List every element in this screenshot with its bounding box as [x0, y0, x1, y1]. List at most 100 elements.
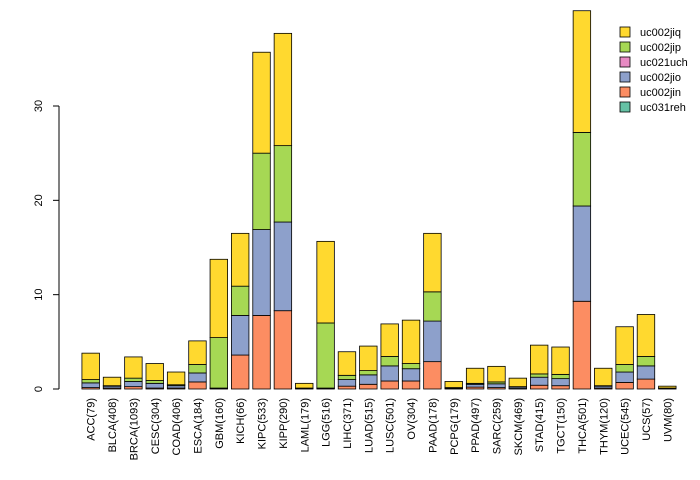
x-tick-label: GBM(160) — [214, 398, 226, 449]
bar-segment-uc002jip — [423, 291, 442, 322]
x-tick-label: BLCA(408) — [107, 398, 119, 452]
x-tick-label: ESCA(184) — [192, 398, 204, 454]
legend-swatch — [619, 71, 631, 83]
bar-segment-uc002jip — [145, 380, 164, 384]
bar-segment-uc002jiq — [594, 367, 613, 387]
bar-segment-uc002jiq — [273, 32, 293, 147]
bar-segment-uc002jiq — [444, 381, 463, 388]
bar-segment-uc002jin — [530, 384, 549, 390]
bar-segment-uc002jip — [188, 364, 207, 374]
bar-segment-uc002jio — [252, 229, 271, 316]
legend-label: uc002jio — [640, 72, 681, 84]
bar-segment-uc002jiq — [359, 345, 378, 372]
bars-layer — [81, 10, 677, 390]
bar-segment-uc002jiq — [487, 365, 506, 383]
legend-label: uc031reh — [640, 102, 686, 114]
x-tick-label: LGG(516) — [321, 398, 333, 447]
bar-segment-uc002jiq — [530, 344, 549, 375]
bar-segment-uc002jip — [551, 373, 570, 380]
bar-segment-uc002jiq — [401, 319, 421, 364]
bar-segment-uc002jip — [316, 322, 335, 389]
x-tick-label: LUSC(501) — [385, 398, 397, 453]
y-axis: 0 10 20 30 — [33, 100, 60, 392]
bar-segment-uc002jio — [423, 320, 442, 363]
legend-label: uc021uch — [640, 57, 688, 69]
bar-segment-uc002jiq — [615, 326, 634, 365]
bar-segment-uc002jip — [359, 370, 378, 376]
bar-segment-uc002jio — [273, 221, 293, 312]
bar-segment-uc002jin — [572, 300, 592, 390]
x-tick-label: KICH(66) — [235, 398, 247, 444]
bar-segment-uc002jio — [81, 382, 100, 388]
bar-segment-uc002jiq — [188, 340, 207, 365]
legend-swatch — [619, 56, 631, 68]
bar-segment-uc002jin — [423, 361, 442, 390]
bar-segment-uc002jip — [401, 363, 421, 370]
bar-segment-uc002jiq — [316, 240, 335, 324]
bar-segment-uc002jip — [337, 374, 357, 380]
legend: uc002jiq uc002jip uc021uch uc002jio uc002jin… — [619, 26, 688, 114]
bar-segment-uc002jio — [487, 383, 506, 388]
bar-segment-uc002jio — [124, 381, 143, 388]
bar-segment-uc002jiq — [252, 51, 271, 154]
bar-segment-uc002jip — [380, 356, 399, 367]
bar-segment-uc002jio — [380, 365, 399, 382]
bar-segment-uc002jiq — [551, 346, 570, 375]
legend-label: uc002jiq — [640, 27, 681, 39]
legend-label: uc002jip — [640, 42, 681, 54]
bar-segment-uc002jip — [81, 379, 100, 384]
bar-segment-uc002jio — [572, 205, 592, 302]
legend-swatch — [619, 41, 631, 53]
bar-segment-uc002jin — [380, 380, 399, 390]
y-tick-label: 0 — [33, 386, 45, 392]
bar-segment-uc002jiq — [658, 385, 677, 389]
bar-segment-uc002jiq — [166, 371, 186, 386]
x-tick-label: CESC(304) — [150, 398, 162, 454]
bar-segment-uc002jiq — [209, 258, 228, 338]
x-tick-label: LUAD(515) — [363, 398, 375, 453]
x-tick-label: TGCT(150) — [556, 398, 568, 454]
x-tick-label: COAD(406) — [171, 398, 183, 455]
bar-segment-uc002jiq — [508, 377, 527, 388]
legend-swatch — [619, 101, 631, 113]
bar-segment-uc002jip — [572, 132, 592, 207]
bar-segment-uc002jiq — [337, 351, 357, 376]
x-tick-label: UVM(80) — [662, 398, 674, 442]
y-tick-label: 10 — [33, 289, 45, 301]
bar-segment-uc002jiq — [380, 323, 399, 357]
x-tick-label: KIPP(290) — [278, 398, 290, 449]
bar-segment-uc002jin — [273, 310, 293, 390]
bar-segment-uc002jio — [401, 368, 421, 382]
x-tick-label: THCA(501) — [577, 398, 589, 454]
bar-segment-uc002jip — [252, 152, 271, 230]
bar-segment-uc002jio — [231, 315, 250, 356]
bar-segment-uc002jip — [124, 377, 143, 382]
bar-segment-uc002jiq — [145, 363, 164, 381]
x-tick-label: PCPG(179) — [449, 398, 461, 455]
bar-segment-uc002jio — [615, 371, 634, 383]
legend-swatch — [619, 86, 631, 98]
bar-segment-uc002jio — [551, 378, 570, 387]
bar-segment-uc002jio — [145, 382, 164, 389]
bar-segment-uc002jin — [359, 383, 378, 390]
bar-segment-uc002jio — [188, 372, 207, 383]
bar-segment-uc002jin — [551, 385, 570, 390]
legend-swatch — [619, 26, 631, 38]
bar-segment-uc002jin — [401, 380, 421, 390]
bar-segment-uc002jip — [530, 373, 549, 378]
bar-segment-uc002jin — [636, 378, 656, 390]
bar-segment-uc002jip — [231, 285, 250, 316]
bar-segment-uc002jiq — [423, 232, 442, 293]
x-tick-label: PAAD(178) — [427, 398, 439, 453]
x-tick-label: LIHC(371) — [342, 398, 354, 449]
bar-segment-uc002jiq — [81, 352, 100, 380]
bar-segment-uc002jiq — [295, 382, 314, 389]
x-axis: ACC(79) BLCA(408) BRCA(1093) CESC(304) COAD(… — [86, 398, 675, 460]
bar-segment-uc002jip — [209, 337, 228, 389]
x-tick-label: PPAD(497) — [470, 398, 482, 453]
y-tick-label: 30 — [33, 100, 45, 112]
y-tick-label: 20 — [33, 194, 45, 206]
bar-segment-uc002jip — [615, 364, 634, 373]
